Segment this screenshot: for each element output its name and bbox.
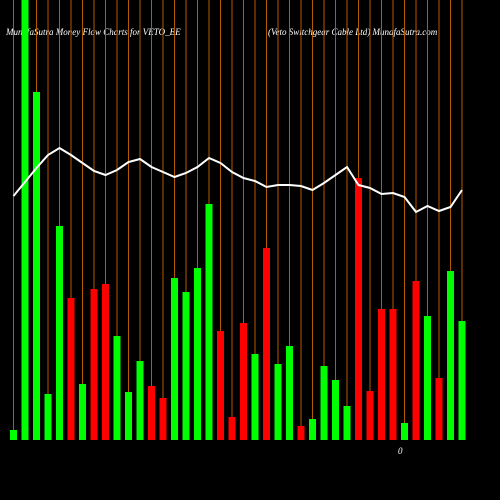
bar	[320, 366, 328, 440]
chart-title: MunafaSutra Money Flow Charts for VETO_B…	[5, 27, 181, 37]
bar	[412, 281, 420, 440]
bar	[366, 391, 374, 440]
bar	[125, 392, 132, 440]
bar	[67, 298, 75, 440]
bar	[79, 384, 86, 440]
bar	[343, 406, 351, 440]
bar	[182, 292, 190, 440]
bar	[240, 323, 247, 440]
bar	[194, 268, 201, 440]
bar	[44, 394, 52, 440]
bar	[458, 321, 466, 440]
bar	[90, 289, 98, 440]
bar	[332, 380, 339, 440]
bar	[171, 278, 178, 440]
bar	[159, 398, 167, 440]
bar	[217, 331, 224, 440]
bar	[102, 284, 109, 440]
bar	[355, 178, 362, 440]
money-flow-line	[12, 146, 463, 214]
bar	[286, 346, 293, 440]
bar	[424, 316, 431, 440]
bar	[33, 92, 40, 440]
bar	[263, 248, 270, 440]
bar	[56, 226, 63, 440]
bar	[251, 354, 259, 440]
bar	[297, 426, 305, 440]
chart-subtitle: (Veto Switchgear Cable Ltd) MunafaSutra.…	[268, 27, 438, 37]
bar	[274, 364, 282, 440]
bar	[435, 378, 443, 440]
bar	[228, 417, 236, 440]
bar	[401, 423, 408, 440]
bar	[378, 309, 385, 440]
bar	[389, 309, 397, 440]
bar	[10, 430, 17, 440]
bar	[148, 386, 155, 440]
bar	[136, 361, 144, 440]
annotation: 0	[398, 446, 403, 456]
bar	[113, 336, 121, 440]
bar	[205, 204, 213, 440]
bar	[21, 0, 29, 440]
bar	[309, 419, 316, 440]
bar	[447, 271, 454, 440]
